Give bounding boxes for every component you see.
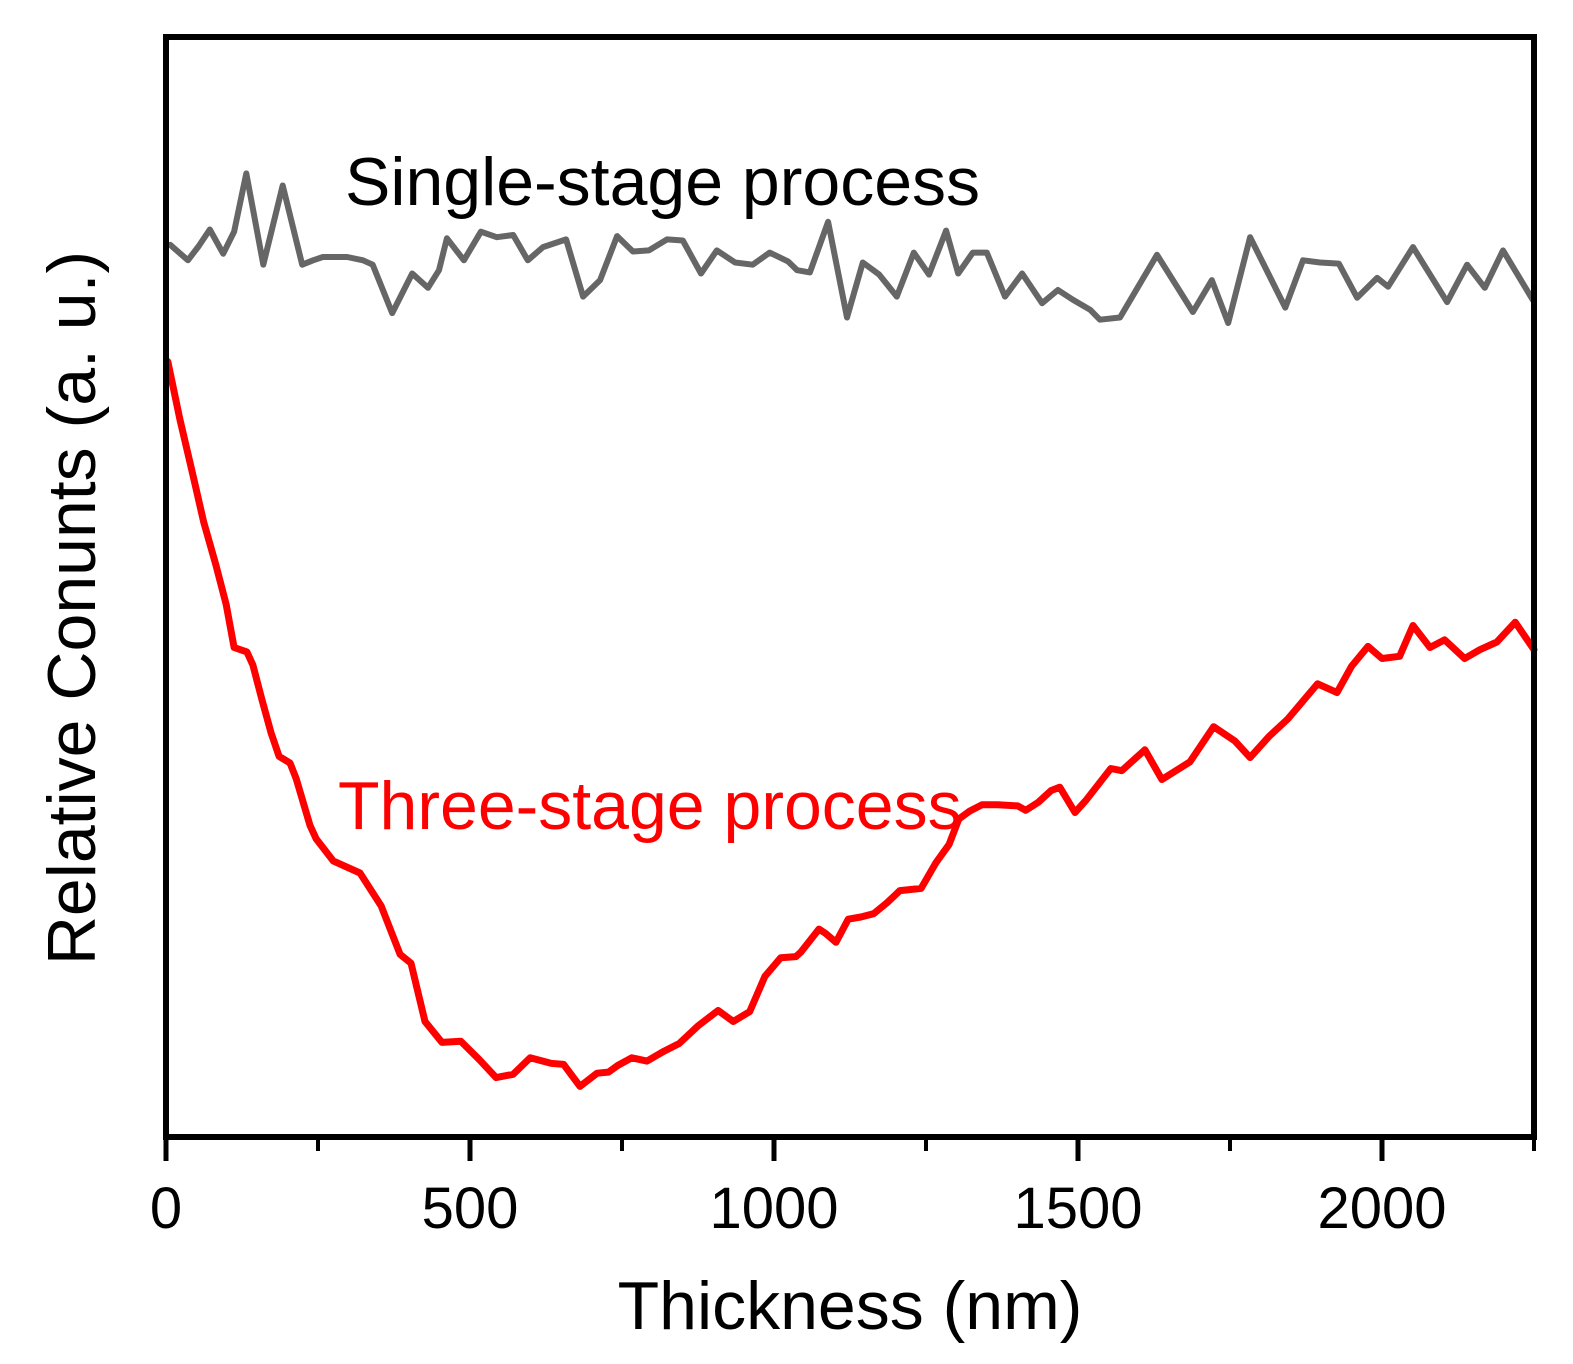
x-tick-label: 2000 bbox=[1317, 1176, 1446, 1241]
series-line-three-stage bbox=[164, 358, 1538, 1090]
series-line-single-stage bbox=[167, 170, 1536, 326]
x-tick-label: 500 bbox=[422, 1176, 519, 1241]
y-axis-title: Relative Conunts (a. u.) bbox=[34, 250, 110, 966]
series-label-single-stage: Single-stage process bbox=[345, 144, 981, 220]
plot-border bbox=[163, 34, 1537, 1140]
x-tick-label: 1000 bbox=[709, 1176, 838, 1241]
series-label-three-stage: Three-stage process bbox=[338, 768, 962, 844]
x-tick-label: 0 bbox=[150, 1176, 182, 1241]
x-tick-label: 1500 bbox=[1013, 1176, 1142, 1241]
x-axis-title: Thickness (nm) bbox=[617, 1268, 1083, 1344]
